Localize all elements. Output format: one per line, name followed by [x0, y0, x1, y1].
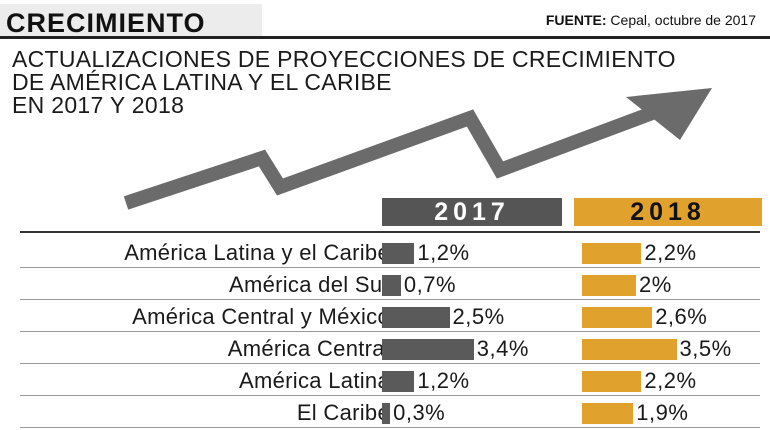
bar-2017-value: 0,3% [393, 400, 446, 425]
bar-2018-value: 1,9% [636, 400, 689, 425]
table-row: América Latina y el Caribe 1,2% 2,2% [20, 236, 760, 268]
row-divider [20, 395, 760, 396]
bar-2018-value: 2,2% [644, 240, 697, 265]
bar-2018 [582, 307, 653, 328]
region-label: América Central y México [132, 304, 390, 329]
header-divider [20, 231, 760, 233]
source-text: Cepal, octubre de 2017 [606, 12, 756, 28]
bar-2017 [382, 275, 401, 296]
region-label: América Latina y el Caribe [124, 240, 390, 265]
table-row: América Central 3,4% 3,5% [20, 332, 760, 364]
table-row: El Caribe 0,3% 1,9% [20, 396, 760, 428]
chart-title-line-2: DE AMÉRICA LATINA Y EL CARIBE [12, 69, 392, 95]
region-label: América del Sur [228, 272, 390, 297]
row-divider [20, 363, 760, 364]
bar-2017 [382, 307, 450, 328]
bar-2017-value: 0,7% [403, 272, 457, 297]
legend-2018: 2018 [574, 198, 762, 226]
bar-2017-value: 2,5% [452, 304, 505, 329]
bar-2017-value: 1,2% [417, 240, 470, 265]
bar-2018-value: 2,6% [655, 304, 708, 329]
region-label: El Caribe [296, 400, 390, 425]
bar-2018 [582, 339, 677, 360]
bar-2018-value: 3,5% [679, 336, 732, 361]
bar-2018-value: 2% [639, 272, 672, 297]
bar-2018 [582, 243, 642, 264]
source-label: FUENTE: [545, 12, 607, 28]
bar-2017-value: 3,4% [476, 336, 529, 361]
row-divider [20, 267, 760, 268]
bar-2017 [382, 243, 415, 264]
region-label: América Latina [239, 368, 390, 393]
section-badge: CRECIMIENTO [0, 4, 262, 38]
bar-2018 [582, 275, 636, 296]
region-label: América Central [227, 336, 390, 361]
row-divider [20, 427, 760, 428]
row-divider [20, 331, 760, 332]
bar-2017 [382, 403, 391, 424]
row-divider [20, 299, 760, 300]
chart-title: ACTUALIZACIONES DE PROYECCIONES DE CRECI… [12, 48, 762, 117]
bar-2018-value: 2,2% [644, 368, 697, 393]
chart-title-line-1: ACTUALIZACIONES DE PROYECCIONES DE CRECI… [12, 46, 676, 72]
table-row: América del Sur 0,7% 2% [20, 268, 760, 300]
bar-2017-value: 1,2% [417, 368, 470, 393]
bar-2017 [382, 371, 415, 392]
top-divider [0, 36, 770, 39]
bar-2018 [582, 371, 642, 392]
table-row: América Latina 1,2% 2,2% [20, 364, 760, 396]
source-note: FUENTE: Cepal, octubre de 2017 [546, 12, 756, 28]
chart-title-line-3: EN 2017 Y 2018 [12, 92, 185, 118]
bar-2018 [582, 403, 634, 424]
bar-2017 [382, 339, 474, 360]
legend-2017: 2017 [382, 198, 562, 226]
section-title: CRECIMIENTO [6, 8, 206, 38]
table-row: América Central y México 2,5% 2,6% [20, 300, 760, 332]
